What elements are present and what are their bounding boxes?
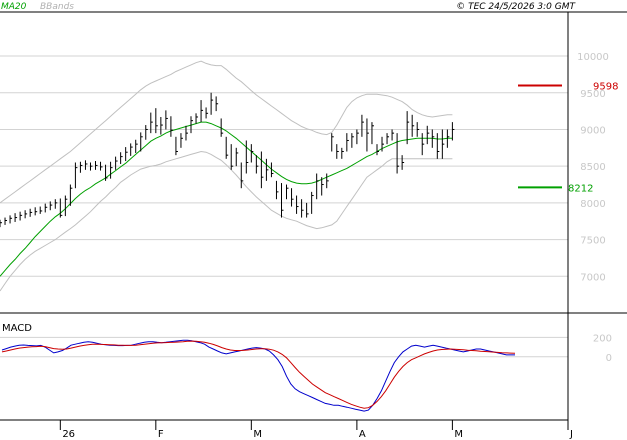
x-tick-label: J <box>569 429 573 440</box>
macd-tick-label: 0 <box>606 353 612 364</box>
x-tick-label: M <box>253 429 262 440</box>
price-y-axis-ticks: 7000 7500 8000 8500 9000 9500 10000 <box>577 52 609 283</box>
x-tick-label: M <box>454 429 463 440</box>
macd-label: MACD <box>2 323 32 334</box>
price-tick-label: 8000 <box>580 199 605 210</box>
signal-line <box>1 340 516 409</box>
macd-lines <box>1 339 516 412</box>
x-tick-label: F <box>158 429 164 440</box>
bbands-upper-line <box>0 60 453 204</box>
x-tick-label: 26 <box>62 429 75 440</box>
bbands-lower-line <box>0 150 453 292</box>
price-panel: 9598 8212 7000 7500 8000 8500 9000 9500 10000 <box>0 52 618 292</box>
x-tick-label: A <box>359 429 366 440</box>
price-tick-label: 7000 <box>580 272 605 283</box>
chart-frame <box>0 11 627 421</box>
macd-line <box>1 339 515 412</box>
price-gridlines <box>0 55 568 277</box>
support-resistance-levels: 9598 8212 <box>518 82 618 194</box>
legend-bbands: BBands <box>40 2 74 12</box>
copyright-text: © TEC 24/5/2026 3:0 GMT <box>456 2 576 12</box>
price-tick-label: 9000 <box>580 125 605 136</box>
price-tick-label: 10000 <box>577 52 609 63</box>
price-tick-label: 8500 <box>580 162 605 173</box>
macd-gridlines <box>0 336 568 358</box>
macd-tick-label: 200 <box>593 333 612 344</box>
resistance-label: 9598 <box>593 82 618 93</box>
legend-ma20: MA20 <box>1 2 27 12</box>
price-bars <box>0 92 455 228</box>
x-axis: 26 F M A M J <box>59 420 573 440</box>
bollinger-bands <box>0 60 453 292</box>
support-label: 8212 <box>568 183 593 194</box>
chart-header: MA20 BBands © TEC 24/5/2026 3:0 GMT <box>1 2 577 12</box>
price-tick-label: 9500 <box>580 89 605 100</box>
price-tick-label: 7500 <box>580 236 605 247</box>
